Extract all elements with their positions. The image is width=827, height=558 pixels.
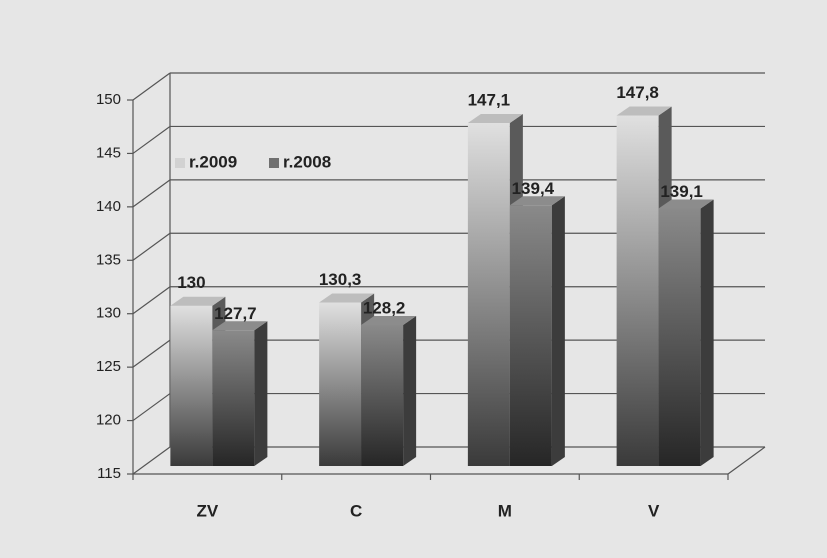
grid-line-side [132, 446, 171, 475]
value-label: 147,1 [468, 90, 511, 109]
value-label: 139,4 [512, 179, 555, 198]
value-label: 147,8 [616, 83, 659, 102]
grid-line-side [132, 179, 171, 208]
y-tick-label: 115 [97, 465, 121, 482]
y-tick-label: 125 [96, 358, 121, 375]
x-tick-label: V [648, 501, 660, 520]
x-tick-label: M [498, 501, 512, 520]
legend-swatch [269, 158, 279, 168]
bar-top [616, 106, 672, 116]
value-label: 128,2 [363, 298, 406, 317]
bar-side [700, 199, 714, 466]
y-tick-label: 130 [96, 305, 121, 322]
bar-side [254, 321, 268, 466]
bar-top [319, 293, 375, 303]
bar-side [551, 196, 565, 467]
bar [658, 208, 701, 466]
bar-side [403, 315, 417, 466]
x-tick-label: C [350, 501, 362, 520]
grid-line-side [132, 339, 171, 368]
bar-top [467, 113, 523, 123]
value-label: 139,1 [660, 182, 703, 201]
value-label: 130 [177, 273, 205, 292]
grid-line-side [132, 72, 171, 101]
bar [509, 205, 552, 467]
bar-top [361, 315, 417, 325]
legend-label: r.2009 [189, 152, 237, 171]
legend-swatch [175, 158, 185, 168]
bar [319, 302, 362, 466]
value-label: 127,7 [214, 304, 257, 323]
bar-top [658, 199, 714, 209]
y-tick-label: 135 [96, 251, 121, 268]
bar-top [212, 321, 268, 331]
bar [467, 122, 510, 466]
floor-right [727, 446, 766, 475]
bar [616, 115, 659, 466]
value-label: 130,3 [319, 270, 362, 289]
grid-line-side [132, 393, 171, 422]
bar [361, 324, 404, 466]
bar [212, 330, 255, 466]
grid-line-side [132, 232, 171, 261]
bar [170, 305, 213, 466]
grid-line-side [132, 286, 171, 315]
x-tick-label: ZV [197, 501, 219, 520]
y-tick-label: 150 [96, 91, 121, 108]
bar-top [509, 196, 565, 206]
legend-label: r.2008 [283, 152, 331, 171]
grid-line-side [132, 125, 171, 154]
y-tick-label: 145 [96, 144, 121, 161]
bar-top [170, 296, 226, 306]
y-tick-label: 140 [96, 198, 121, 215]
y-tick-label: 120 [96, 412, 121, 429]
